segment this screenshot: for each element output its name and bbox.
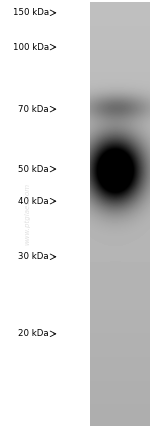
Text: 30 kDa: 30 kDa: [18, 252, 49, 262]
Text: 50 kDa: 50 kDa: [18, 164, 49, 174]
Text: 150 kDa: 150 kDa: [13, 8, 49, 18]
Text: www.ptglaes.com: www.ptglaes.com: [24, 183, 30, 245]
Text: 20 kDa: 20 kDa: [18, 329, 49, 339]
Text: 100 kDa: 100 kDa: [13, 42, 49, 52]
Text: 40 kDa: 40 kDa: [18, 196, 49, 206]
Text: 70 kDa: 70 kDa: [18, 104, 49, 114]
